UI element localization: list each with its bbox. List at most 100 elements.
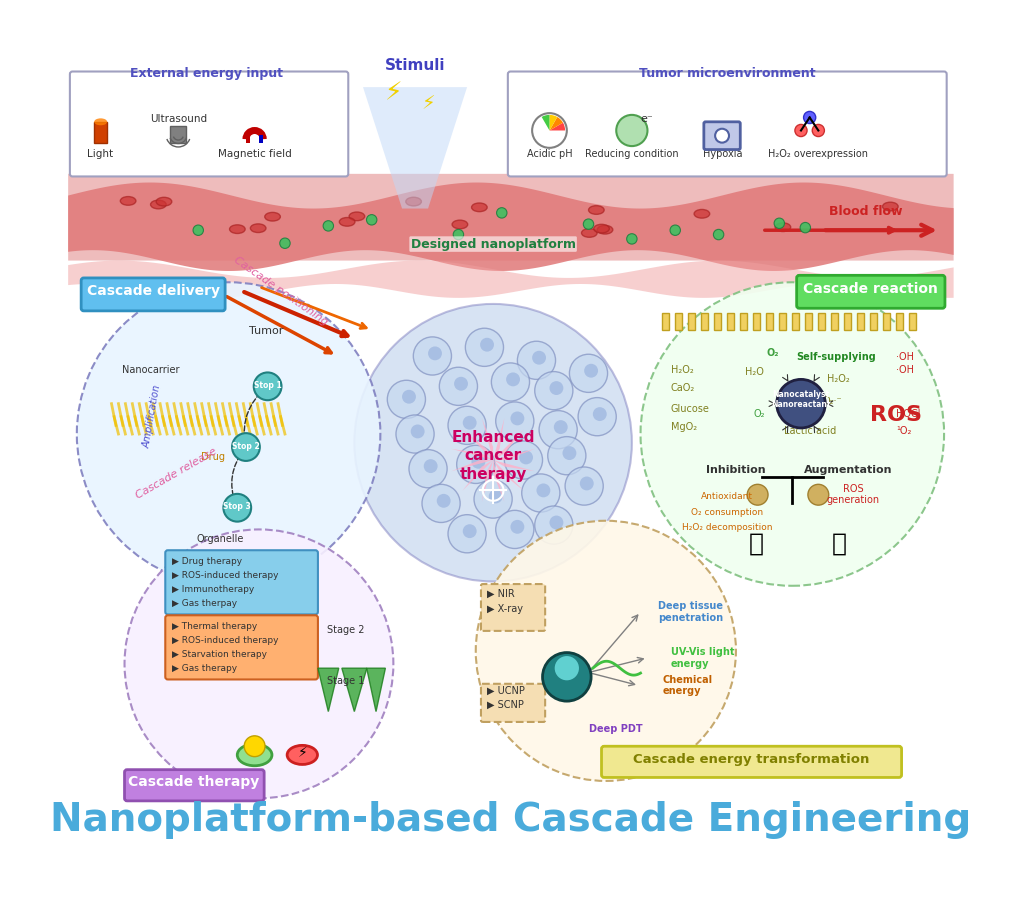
Bar [858,313,865,330]
Circle shape [747,484,768,506]
Text: e⁻: e⁻ [640,114,653,124]
Circle shape [547,436,586,475]
Circle shape [578,398,617,436]
Text: Amplification: Amplification [142,384,163,449]
Circle shape [463,416,477,429]
Ellipse shape [349,212,364,221]
Ellipse shape [472,203,487,212]
Circle shape [518,341,555,379]
Circle shape [549,515,564,530]
Polygon shape [318,668,339,711]
Text: UV-Vis light
energy: UV-Vis light energy [671,647,734,669]
Wedge shape [534,123,549,138]
Circle shape [627,233,637,244]
Circle shape [570,354,607,392]
Circle shape [476,521,736,781]
Text: Cascade reaction: Cascade reaction [803,282,938,295]
Ellipse shape [775,223,790,232]
Ellipse shape [230,224,245,233]
Circle shape [424,459,438,473]
Circle shape [480,338,494,352]
Circle shape [453,229,464,240]
Text: Cascade therapy: Cascade therapy [129,775,259,789]
Circle shape [244,735,265,757]
FancyBboxPatch shape [69,72,348,176]
Text: Cascade release: Cascade release [135,446,218,501]
Text: O₂: O₂ [753,409,765,418]
Polygon shape [68,182,954,271]
Text: Stage 1: Stage 1 [327,676,364,686]
Circle shape [504,441,542,480]
Text: Deep PDT: Deep PDT [588,724,642,734]
Text: H₂O₂: H₂O₂ [671,365,693,375]
FancyBboxPatch shape [507,72,946,176]
Circle shape [795,125,807,136]
Text: Augmentation: Augmentation [805,465,893,475]
Ellipse shape [452,220,468,229]
Circle shape [422,484,460,523]
Circle shape [387,380,426,418]
Text: O₂ consumption: O₂ consumption [691,507,764,516]
Text: Chemical
energy: Chemical energy [663,674,713,696]
Circle shape [617,115,647,146]
Ellipse shape [405,198,422,206]
Ellipse shape [264,213,281,221]
Bar [701,313,709,330]
Text: Organelle: Organelle [196,534,244,544]
Circle shape [224,494,251,522]
Bar [675,313,682,330]
Text: Glucose: Glucose [671,404,710,414]
Circle shape [409,450,447,488]
Polygon shape [342,668,367,711]
Text: 💀: 💀 [749,533,764,556]
Polygon shape [451,449,493,460]
Text: Magnetic field: Magnetic field [217,148,291,159]
Text: ▶ NIR: ▶ NIR [487,589,515,599]
Circle shape [804,111,816,124]
Text: ▶ ROS-induced therapy: ▶ ROS-induced therapy [173,571,279,580]
Bar [94,122,107,144]
Text: ▶ X-ray: ▶ X-ray [487,603,523,614]
Circle shape [402,390,416,404]
Text: Designed nanoplatform: Designed nanoplatform [410,238,576,251]
Circle shape [553,420,568,434]
Polygon shape [367,668,385,711]
Text: Lactic acid: Lactic acid [784,426,836,436]
Text: Reducing condition: Reducing condition [585,148,679,159]
Ellipse shape [594,224,610,233]
Text: Acidic pH: Acidic pH [527,148,573,159]
Text: CaO₂: CaO₂ [671,383,695,392]
FancyBboxPatch shape [165,550,318,614]
Text: ▶ Starvation therapy: ▶ Starvation therapy [173,650,268,659]
Text: Ultrasound: Ultrasound [150,114,207,124]
Wedge shape [549,117,563,130]
Circle shape [519,451,533,464]
Circle shape [323,221,334,231]
Ellipse shape [250,224,265,233]
Text: H₂O₂: H₂O₂ [827,374,849,384]
Circle shape [410,425,425,438]
Bar [171,126,186,144]
Circle shape [448,515,486,553]
Text: Drug: Drug [201,452,225,462]
Text: Antioxidant: Antioxidant [701,492,753,501]
Circle shape [496,510,534,549]
Polygon shape [493,460,535,471]
Text: Cascade delivery: Cascade delivery [87,285,220,298]
Text: ▶ Gas therpay: ▶ Gas therpay [173,599,237,608]
Text: ⚡: ⚡ [297,746,307,761]
Polygon shape [451,460,493,471]
Text: ▶ Drug therapy: ▶ Drug therapy [173,557,242,566]
Text: ⚡: ⚡ [385,81,402,105]
Circle shape [456,445,495,483]
FancyBboxPatch shape [125,770,264,801]
Circle shape [542,653,591,701]
Circle shape [496,402,534,440]
Ellipse shape [588,206,604,215]
Circle shape [466,329,503,366]
Text: Light: Light [87,148,113,159]
Text: Blood flow: Blood flow [829,206,903,218]
Circle shape [808,484,829,506]
Polygon shape [493,418,504,460]
Circle shape [800,223,811,233]
